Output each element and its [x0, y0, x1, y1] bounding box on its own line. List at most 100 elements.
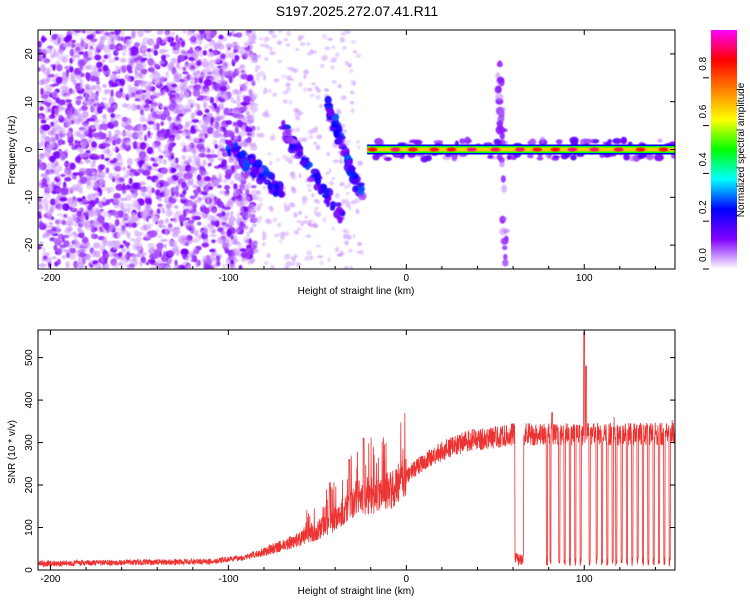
- noise-speck: [206, 36, 212, 40]
- noise-speck: [63, 169, 70, 175]
- noise-speck: [255, 65, 261, 70]
- noise-speck: [228, 156, 234, 164]
- noise-speck: [53, 151, 61, 159]
- noise-speck: [76, 96, 83, 100]
- noise-speck: [44, 102, 52, 106]
- noise-speck: [158, 224, 167, 229]
- noise-speck: [166, 116, 172, 122]
- noise-speck: [212, 208, 216, 214]
- noise-speck: [72, 231, 77, 236]
- noise-speck: [354, 197, 361, 204]
- noise-speck: [42, 192, 51, 199]
- noise-speck: [242, 140, 248, 147]
- noise-speck: [185, 208, 190, 215]
- noise-speck: [206, 68, 212, 73]
- streak-blob: [333, 129, 339, 138]
- noise-speck: [160, 238, 168, 243]
- noise-speck: [78, 188, 83, 194]
- noise-speck: [101, 59, 106, 63]
- noise-speck: [311, 50, 318, 54]
- noise-speck: [80, 153, 89, 158]
- streak-blob: [262, 170, 271, 177]
- noise-speck: [44, 84, 53, 92]
- carrier-halo: [527, 153, 534, 159]
- noise-speck: [147, 52, 152, 59]
- noise-speck: [98, 43, 104, 51]
- noise-speck: [337, 110, 342, 115]
- noise-speck: [175, 133, 181, 141]
- noise-speck: [243, 42, 248, 47]
- noise-speck: [51, 33, 58, 41]
- x-tick-label: 100: [576, 574, 593, 585]
- noise-speck: [50, 155, 55, 163]
- noise-speck: [195, 229, 199, 237]
- noise-speck: [92, 132, 101, 138]
- noise-speck: [90, 161, 94, 168]
- streak-blob: [267, 182, 273, 190]
- noise-speck: [223, 190, 230, 197]
- noise-speck: [307, 222, 312, 226]
- noise-speck: [285, 82, 291, 87]
- noise-speck: [243, 171, 249, 180]
- noise-speck: [294, 127, 301, 133]
- noise-speck: [191, 238, 198, 243]
- noise-speck: [186, 144, 193, 149]
- colorbar-gradient: [711, 30, 737, 269]
- noise-speck: [155, 114, 161, 119]
- noise-speck: [115, 265, 119, 269]
- noise-speck: [78, 118, 84, 123]
- noise-speck: [65, 93, 70, 101]
- noise-speck: [214, 220, 220, 228]
- noise-speck: [226, 200, 234, 205]
- noise-speck: [85, 64, 93, 71]
- noise-speck: [53, 107, 59, 116]
- noise-speck: [216, 213, 223, 217]
- noise-speck: [45, 230, 51, 238]
- noise-speck: [303, 69, 309, 75]
- noise-speck: [246, 244, 252, 249]
- noise-speck: [274, 78, 280, 83]
- noise-speck: [254, 249, 260, 253]
- noise-speck: [331, 45, 336, 50]
- noise-speck: [334, 192, 340, 199]
- noise-speck: [101, 97, 107, 101]
- carrier-peak: [466, 147, 477, 152]
- noise-speck: [81, 195, 86, 200]
- noise-speck: [243, 206, 249, 212]
- noise-speck: [132, 141, 138, 149]
- noise-speck: [330, 58, 334, 64]
- noise-speck: [327, 37, 334, 42]
- noise-speck: [164, 218, 169, 224]
- noise-speck: [232, 241, 240, 245]
- noise-speck: [85, 149, 91, 154]
- noise-speck: [203, 228, 208, 236]
- noise-speck: [87, 117, 95, 122]
- noise-speck: [152, 61, 156, 66]
- noise-speck: [182, 204, 187, 210]
- noise-speck: [145, 262, 150, 266]
- noise-speck: [114, 50, 119, 54]
- noise-speck: [128, 177, 133, 185]
- noise-speck: [130, 253, 136, 258]
- noise-speck: [128, 61, 135, 68]
- noise-speck: [126, 207, 131, 214]
- noise-speck: [70, 39, 76, 44]
- streak-blob: [352, 185, 358, 193]
- noise-speck: [239, 107, 247, 111]
- noise-speck: [142, 163, 151, 169]
- noise-speck: [231, 248, 240, 256]
- noise-speck: [221, 124, 228, 128]
- noise-speck: [183, 159, 191, 166]
- streak-blob: [239, 149, 247, 158]
- noise-speck: [326, 151, 331, 157]
- noise-speck: [137, 156, 141, 162]
- noise-speck: [40, 173, 48, 178]
- noise-speck: [182, 30, 187, 34]
- noise-speck: [78, 51, 85, 55]
- noise-speck: [147, 120, 155, 125]
- carrier-halo: [536, 156, 544, 161]
- noise-speck: [170, 239, 177, 247]
- streak-blob: [495, 107, 505, 116]
- noise-speck: [51, 256, 57, 260]
- noise-speck: [152, 156, 160, 163]
